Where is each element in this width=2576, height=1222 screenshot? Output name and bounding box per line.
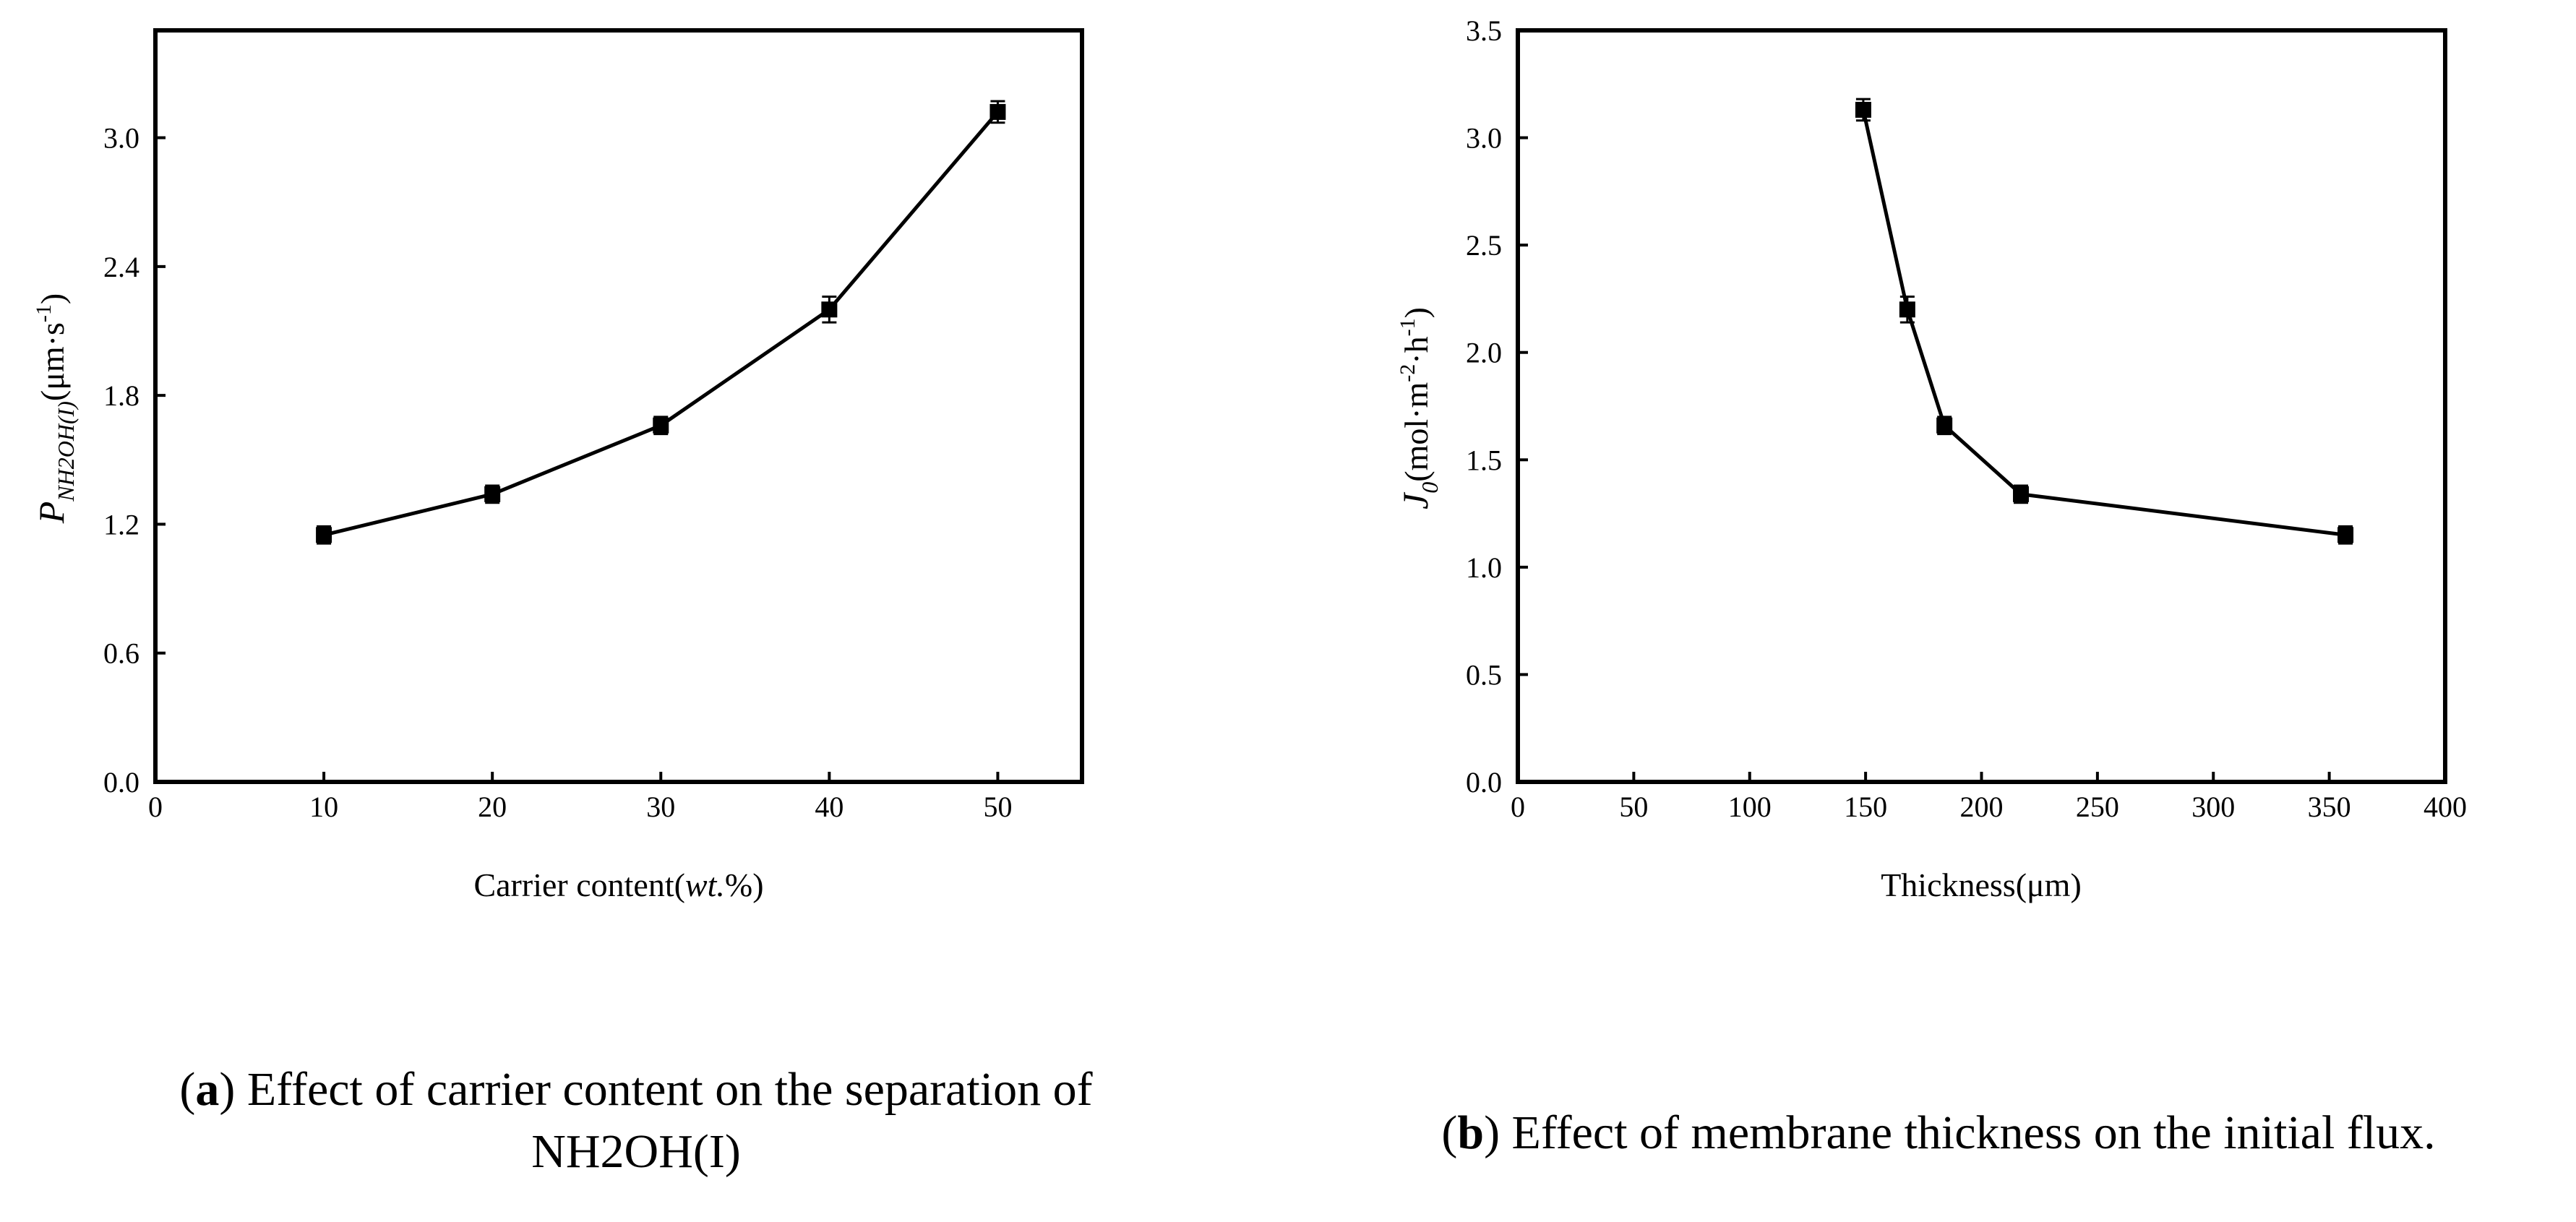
x-tick-label: 20: [478, 791, 507, 823]
series-line: [1861, 109, 2346, 537]
data-point: [316, 527, 332, 543]
tick-marks-a: [154, 136, 1000, 783]
y-tick-label: 0.5: [1466, 658, 1502, 691]
caption-b-text: Effect of membrane thickness on the init…: [1500, 1106, 2436, 1159]
x-tick-label: 0: [1511, 791, 1525, 823]
x-tick-label: 150: [1844, 791, 1887, 823]
y-tick-label: 3.0: [103, 122, 139, 155]
y-tick-label: 1.2: [103, 508, 139, 541]
data-point: [2013, 486, 2030, 502]
x-tick-label: 100: [1728, 791, 1772, 823]
data-point: [1855, 101, 1871, 118]
series-b: [1855, 98, 2354, 545]
data-point: [484, 486, 501, 502]
y-tick-label: 2.0: [1466, 337, 1502, 369]
caption-b: (b) Effect of membrane thickness on the …: [1441, 1106, 2436, 1159]
x-tick-label: 30: [646, 791, 675, 823]
data-point: [653, 417, 669, 434]
y-tick-label: 0.0: [1466, 766, 1502, 799]
y-tick-label: 0.0: [103, 766, 139, 799]
series-a: [316, 100, 1006, 545]
y-tick-label: 2.5: [1466, 229, 1502, 262]
x-axis-label-a: Carrier content(wt.%): [473, 866, 763, 903]
y-tick-label: 1.8: [103, 379, 139, 412]
panel-b-chart: 0 50 100 150 200 250 300 350 400 0.0 0.5 1.0 1.5 2.0 2…: [1395, 14, 2467, 903]
caption-a-line2: NH2OH(I): [531, 1125, 741, 1178]
data-point: [1936, 417, 1953, 434]
tick-labels-a: 0 10 20 30 40 50 0.0 0.6 1.2 1.8 2.4 3.0: [103, 122, 1012, 823]
y-axis-label-b: J0(mol·m-2·h-1): [1395, 307, 1443, 509]
x-tick-label: 200: [1960, 791, 2004, 823]
caption-a-letter: a: [195, 1063, 220, 1116]
caption-a-line1: (a) Effect of carrier content on the sep…: [179, 1063, 1093, 1116]
data-point: [821, 301, 838, 318]
x-tick-label: 350: [2308, 791, 2351, 823]
data-point: [989, 103, 1006, 120]
x-axis-label-b: Thickness(μm): [1881, 866, 2082, 903]
x-tick-label: 10: [309, 791, 338, 823]
y-axis-label-a: PNH2OH(I)(μm·s-1): [31, 293, 79, 525]
plot-frame-b: [1516, 28, 2447, 784]
plot-frame-a: [153, 28, 1084, 784]
tick-labels-b: 0 50 100 150 200 250 300 350 400 0.0 0.5 1.0 1.5 2.0 2…: [1466, 14, 2467, 823]
x-tick-label: 250: [2076, 791, 2119, 823]
caption-b-letter: b: [1457, 1106, 1485, 1159]
y-tick-label: 2.4: [103, 251, 139, 283]
data-point: [1899, 301, 1915, 318]
y-tick-label: 1.0: [1466, 551, 1502, 584]
x-tick-label: 50: [983, 791, 1012, 823]
x-tick-label: 40: [815, 791, 843, 823]
tick-marks-b: [1516, 29, 2447, 783]
panel-a-chart: 0 10 20 30 40 50 0.0 0.6 1.2 1.8 2.4 3.0 Carrier co…: [31, 28, 1084, 903]
y-tick-label: 1.5: [1466, 444, 1502, 476]
y-tick-label: 0.6: [103, 637, 139, 670]
x-tick-label: 300: [2191, 791, 2235, 823]
caption-a: (a) Effect of carrier content on the sep…: [0, 1059, 1272, 1183]
x-tick-label: 400: [2423, 791, 2467, 823]
caption-a-text: Effect of carrier content on the separat…: [235, 1063, 1093, 1116]
y-tick-label: 3.5: [1466, 14, 1502, 47]
x-tick-label: 50: [1619, 791, 1648, 823]
series-line: [323, 111, 1000, 537]
data-point: [2337, 527, 2354, 543]
figure: 0 10 20 30 40 50 0.0 0.6 1.2 1.8 2.4 3.0 Carrier co…: [31, 14, 2467, 903]
x-tick-label: 0: [148, 791, 163, 823]
y-tick-label: 3.0: [1466, 122, 1502, 155]
